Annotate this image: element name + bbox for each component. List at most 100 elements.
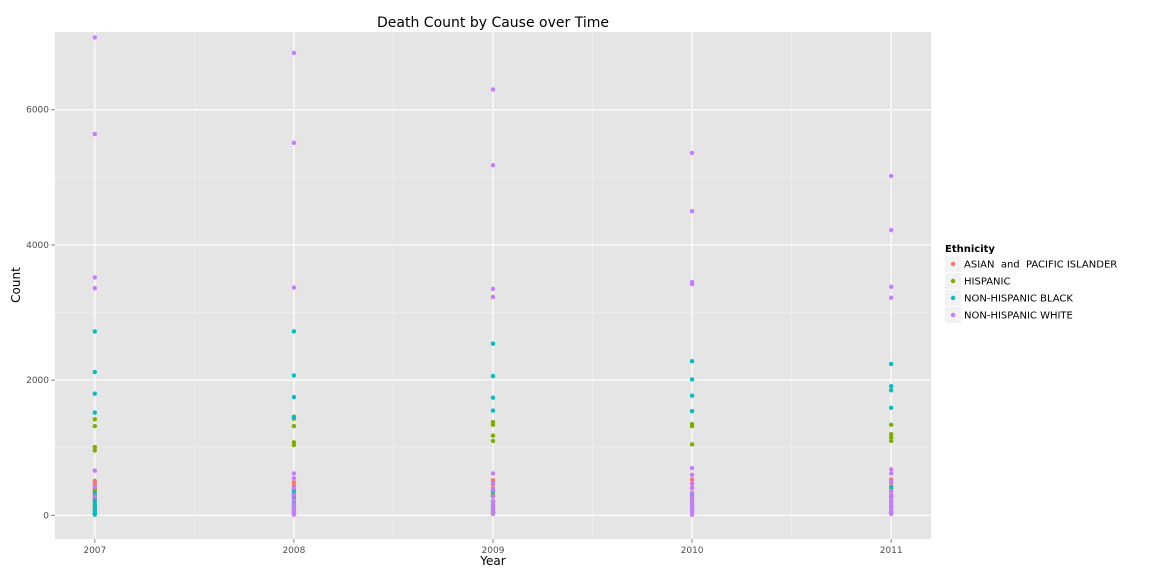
data-point [291,502,297,507]
data-point [490,480,496,486]
x-tick-label: 2009 [482,546,505,556]
y-axis: 0 2000 4000 6000 [26,106,55,521]
legend-label: HISPANIC [964,277,1010,288]
legend-item: NON-HISPANIC BLACK [945,290,1073,306]
data-point [888,422,894,427]
data-point [291,50,297,56]
data-point [291,329,297,334]
data-point [888,488,894,494]
data-point [689,377,695,382]
data-points [92,35,894,517]
data-point [92,391,98,396]
data-point [291,480,297,485]
x-axis: 2007 2008 2009 2010 2011 [83,539,903,556]
data-point [291,512,297,517]
data-point [689,359,695,364]
legend-swatch [950,295,956,301]
data-point [490,433,496,438]
data-point [291,506,297,511]
data-point [490,286,496,292]
data-point [888,361,894,367]
legend-item: HISPANIC [945,273,1010,289]
legend-swatch [950,278,956,284]
data-point [291,415,297,420]
data-point [291,140,297,146]
x-axis-title: Year [479,554,505,568]
data-point [490,471,496,476]
data-point [92,484,98,490]
data-point [490,408,496,413]
data-point [490,503,496,508]
data-point [888,511,894,517]
y-tick-label: 4000 [26,241,49,251]
legend-label: NON-HISPANIC WHITE [964,311,1073,322]
data-point [888,499,894,505]
data-point [888,388,894,393]
data-point [490,422,496,427]
data-point [888,405,894,411]
data-point [291,475,297,481]
data-point [92,369,98,375]
legend-title: Ethnicity [945,244,995,255]
chart-title: Death Count by Cause over Time [377,15,609,31]
data-point [291,471,297,476]
data-point [689,150,695,156]
data-point [888,479,894,484]
x-tick-label: 2010 [681,546,704,556]
legend-swatch [950,312,956,318]
data-point [888,384,894,389]
data-point [689,442,695,447]
series-4 [92,35,894,517]
data-point [888,484,894,490]
x-tick-label: 2008 [282,546,305,556]
data-point [490,162,496,168]
data-point [490,438,496,444]
data-point [490,373,496,379]
data-point [689,472,695,477]
data-point [92,131,98,137]
data-point [888,471,894,476]
legend: Ethnicity ASIAN and PACIFIC ISLANDER HISP… [945,244,1117,323]
data-point [888,438,894,444]
y-axis-title: Count [9,267,23,303]
data-point [689,423,695,429]
data-point [490,487,496,492]
data-point [888,467,894,472]
data-point [490,499,496,505]
x-tick-label: 2011 [880,546,903,556]
data-point [888,435,894,440]
data-point [92,512,98,517]
legend-swatch [950,261,956,267]
data-point [92,490,98,496]
legend-items: ASIAN and PACIFIC ISLANDER HISPANIC NON-HI… [945,256,1117,323]
data-point [689,208,695,214]
data-point [490,87,496,92]
data-point [689,501,695,507]
legend-item: ASIAN and PACIFIC ISLANDER [945,256,1117,272]
data-point [291,373,297,378]
data-point [888,284,894,290]
data-point [888,173,894,179]
data-point [689,498,695,503]
legend-label: NON-HISPANIC BLACK [964,294,1073,305]
data-point [92,35,98,40]
data-point [689,465,695,471]
data-point [490,494,496,499]
data-point [888,492,894,498]
data-point [689,512,695,517]
data-point [92,494,98,499]
data-point [689,477,695,482]
data-point [92,468,98,473]
data-point [92,417,98,422]
data-point [291,498,297,503]
data-point [291,442,297,448]
data-point [689,409,695,414]
data-point [490,341,496,346]
data-point [888,227,894,233]
data-point [92,444,98,450]
data-point [92,423,98,429]
data-point [92,410,98,415]
data-point [92,275,98,280]
data-point [888,295,894,300]
